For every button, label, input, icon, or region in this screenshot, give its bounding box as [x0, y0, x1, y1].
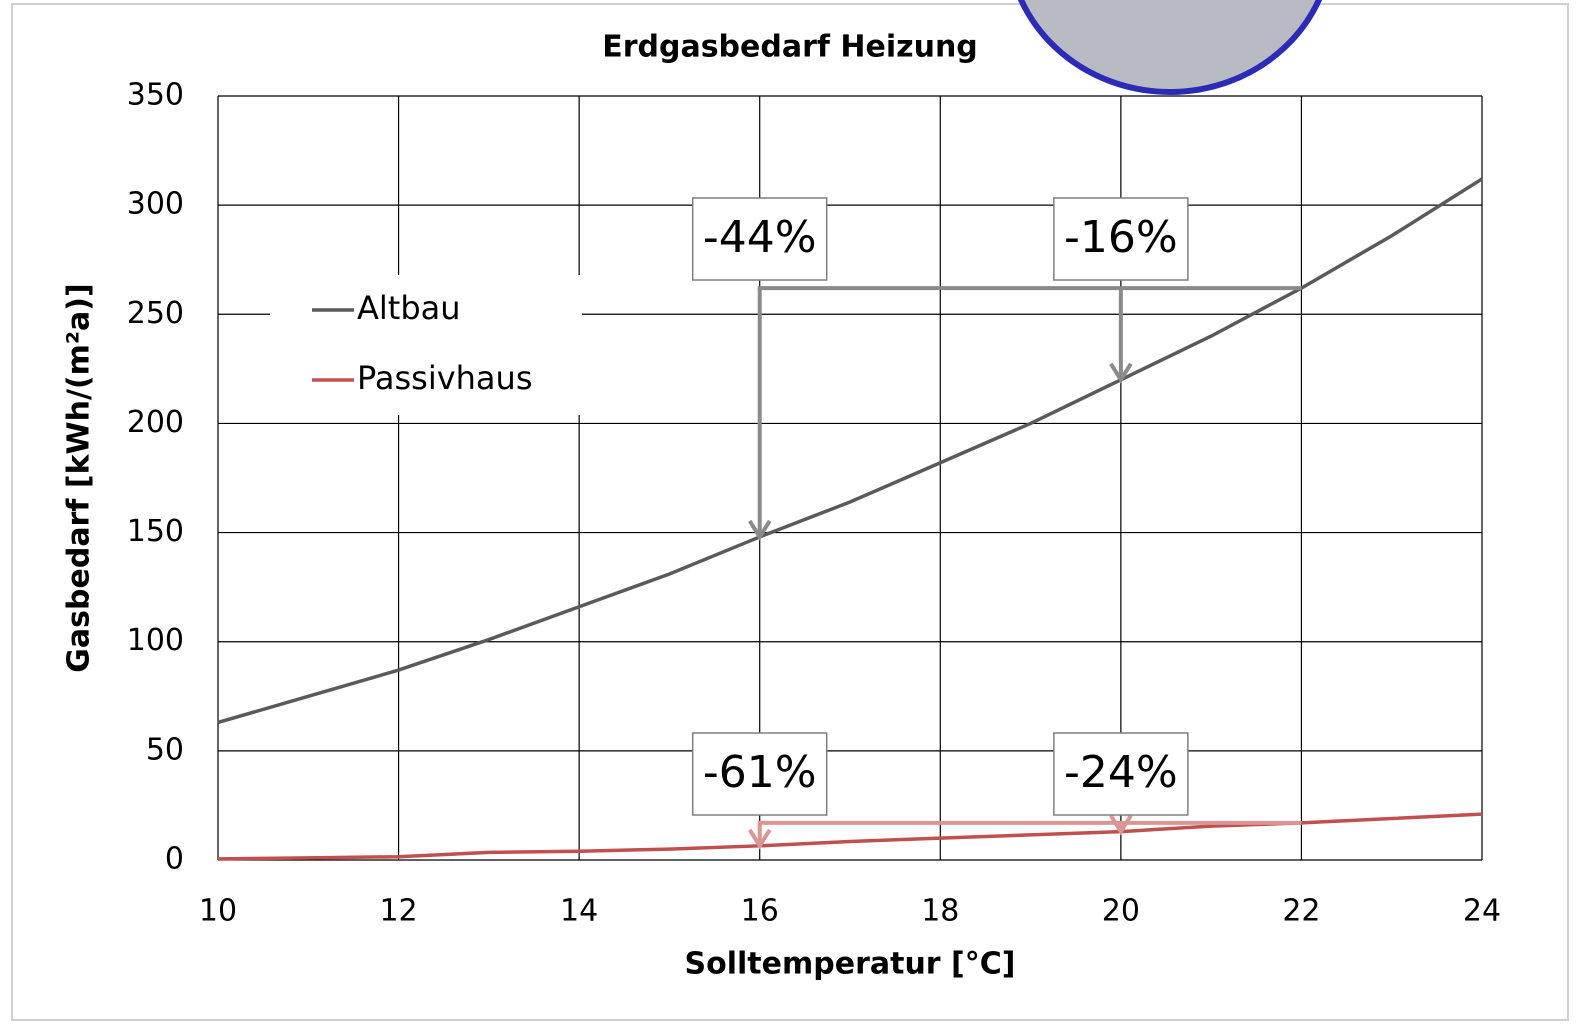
- annotation: -44%: [703, 212, 817, 263]
- arrow-head: [1109, 814, 1133, 836]
- chart-frame: [11, 3, 1569, 1021]
- x-tick-label: 12: [379, 894, 417, 929]
- x-axis-label: Solltemperatur [°C]: [685, 947, 1016, 982]
- annotation-box: [691, 197, 828, 281]
- y-tick-label: 0: [165, 842, 184, 877]
- x-tick-label: 10: [199, 894, 237, 929]
- y-tick-label: 50: [146, 732, 184, 767]
- arrow-head: [748, 519, 772, 541]
- arrow-head: [748, 828, 772, 850]
- x-tick-label: 14: [560, 894, 598, 929]
- y-axis-label: Gasbedarf [kWh/(m²a)]: [62, 283, 97, 672]
- series-line: [217, 177, 1483, 725]
- y-tick-label: 250: [127, 296, 184, 331]
- x-tick-label: 18: [921, 894, 959, 929]
- chart-title: Erdgasbedarf Heizung: [602, 30, 978, 65]
- annotation: -61%: [703, 747, 817, 798]
- arrow-head: [1109, 362, 1133, 384]
- annotation: -16%: [1064, 212, 1178, 263]
- legend-box: [270, 275, 582, 415]
- annotation: -24%: [1064, 747, 1178, 798]
- x-tick-label: 22: [1282, 894, 1320, 929]
- x-tick-label: 20: [1102, 894, 1140, 929]
- legend-label: Altbau: [357, 289, 461, 327]
- y-tick-label: 300: [127, 187, 184, 222]
- y-tick-label: 350: [127, 78, 184, 113]
- legend-label: Passivhaus: [357, 359, 532, 397]
- x-tick-label: 24: [1463, 894, 1501, 929]
- annotation-box: [691, 732, 828, 816]
- y-tick-label: 150: [127, 514, 184, 549]
- annotation-box: [1053, 732, 1189, 816]
- legend: Altbau Passivhaus: [270, 275, 582, 415]
- photo-inset: [1017, 0, 1323, 95]
- x-tick-label: 16: [741, 894, 779, 929]
- annotation-box: [1053, 197, 1189, 281]
- y-tick-label: 200: [127, 405, 184, 440]
- y-tick-label: 100: [127, 623, 184, 658]
